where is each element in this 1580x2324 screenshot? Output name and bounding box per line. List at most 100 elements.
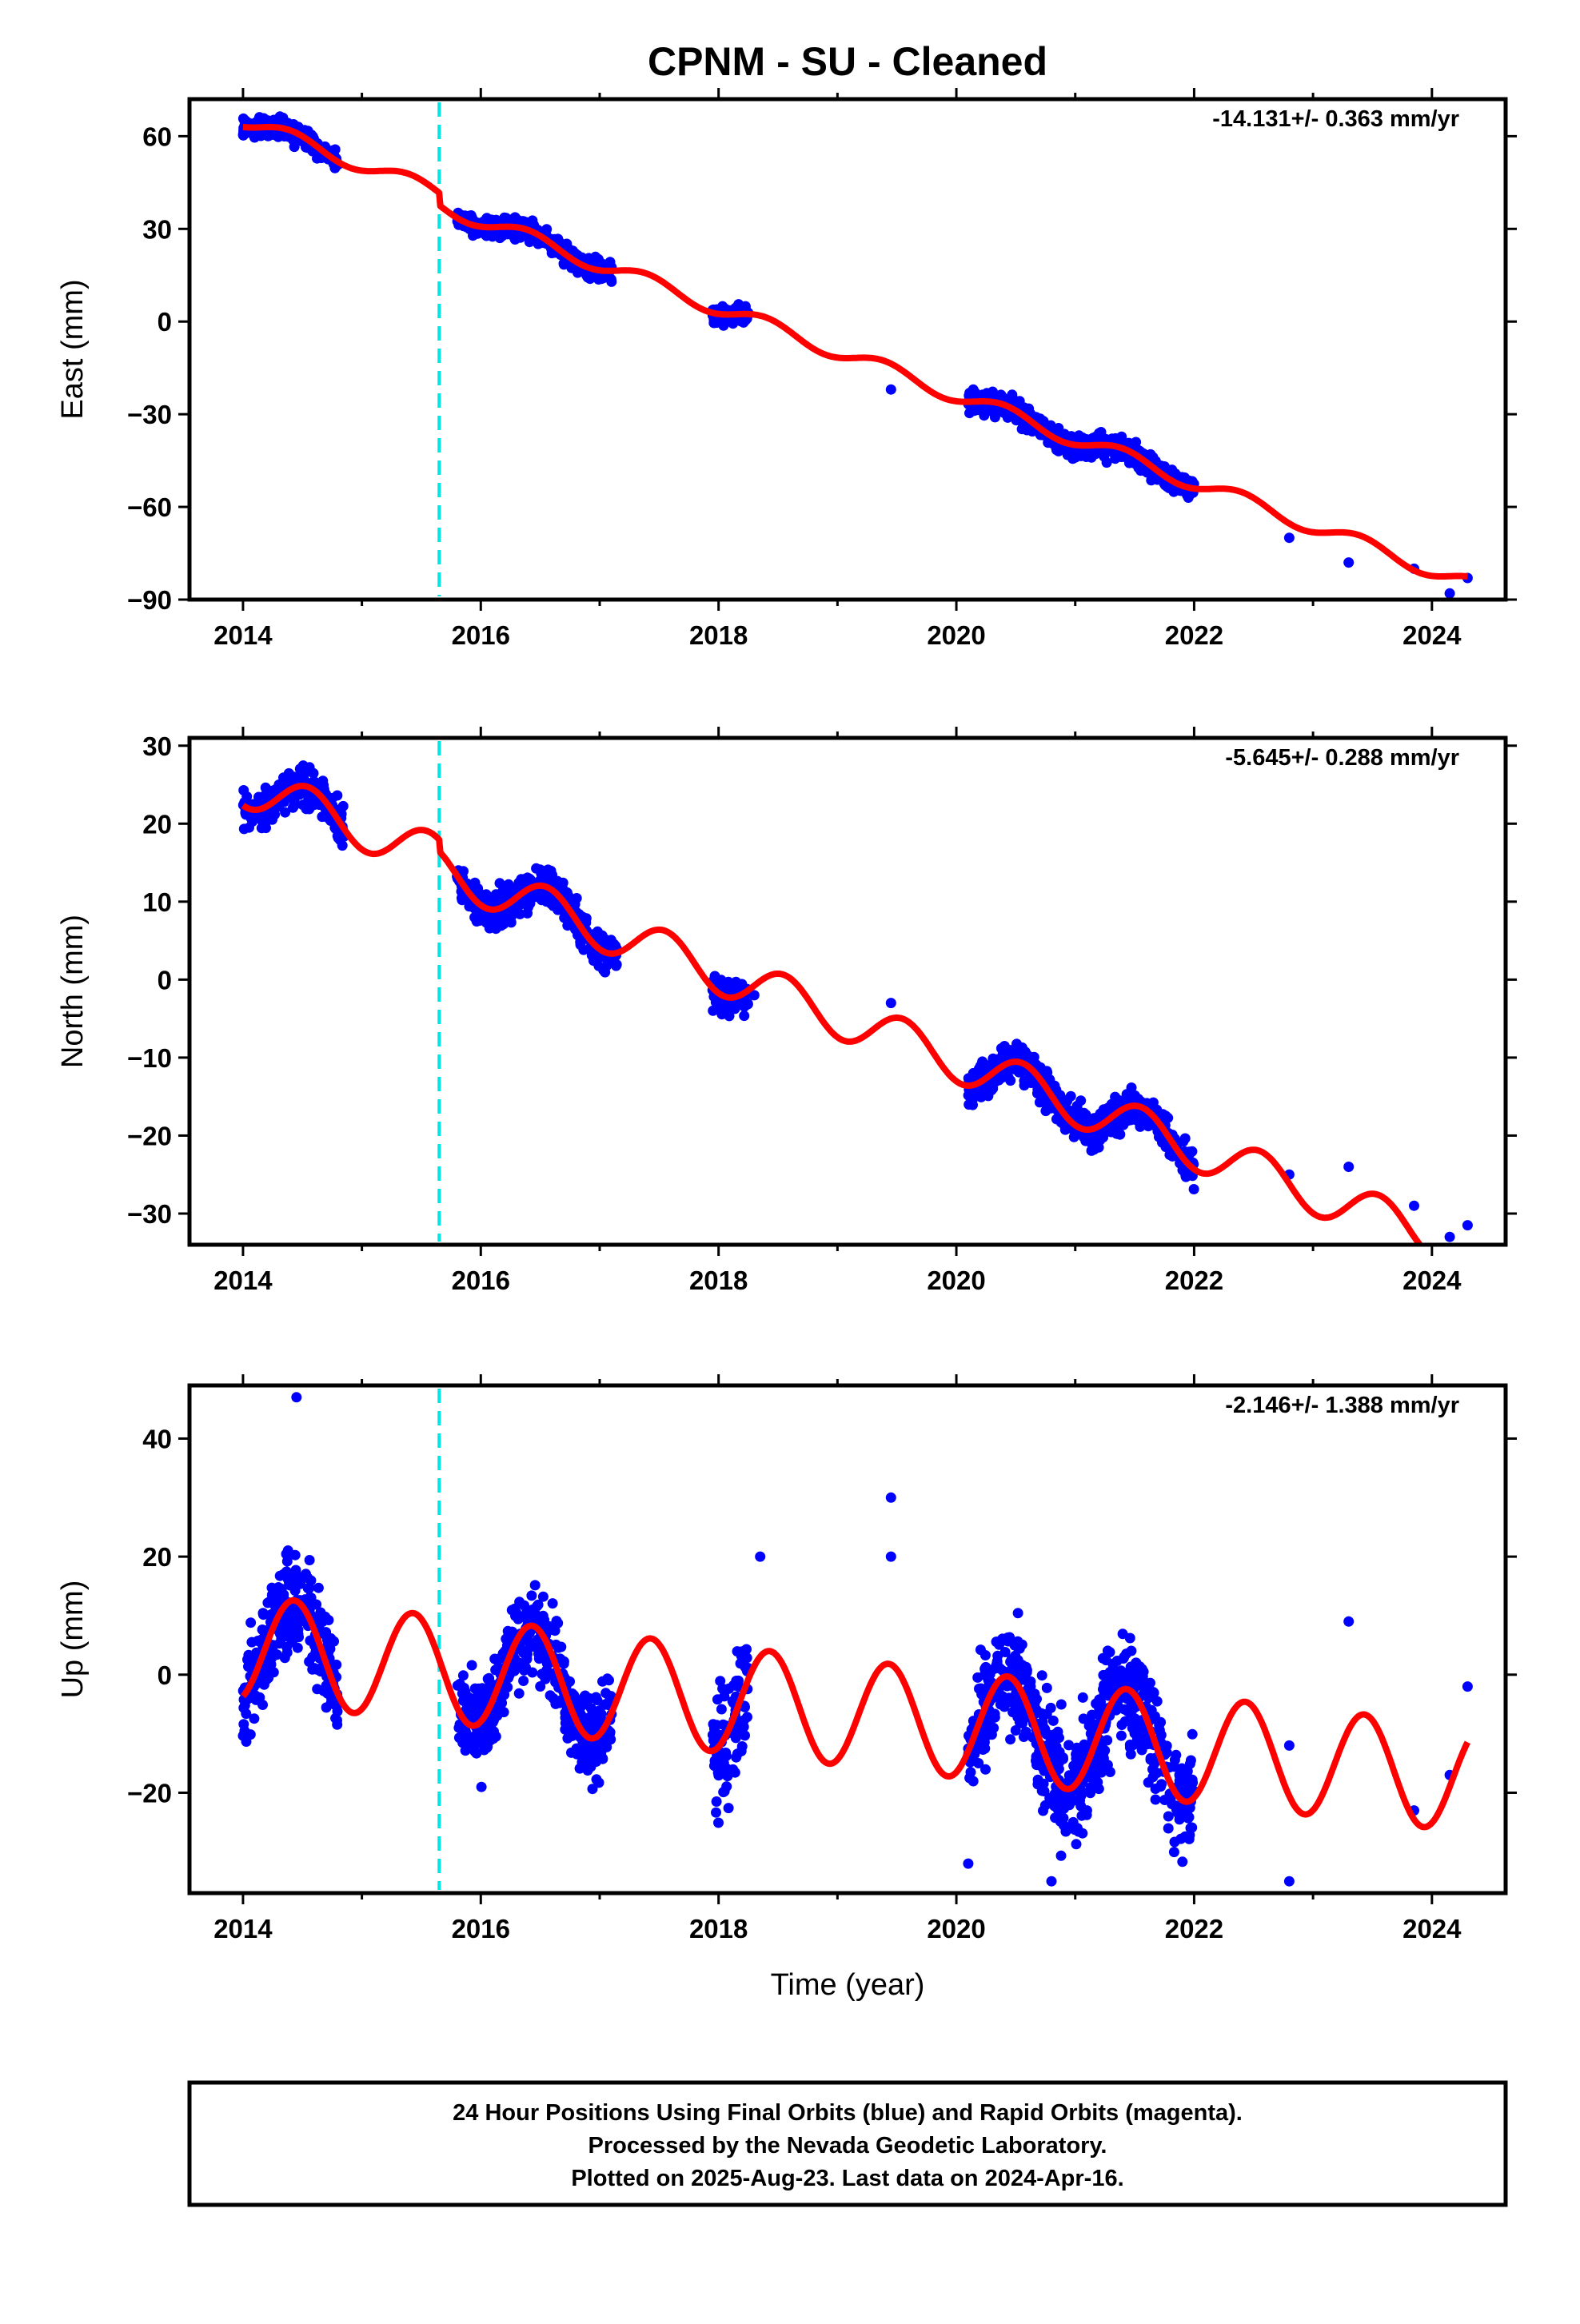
north-data-point (1143, 1121, 1154, 1132)
up-data-point (1093, 1784, 1104, 1795)
up-data-point (1163, 1823, 1174, 1834)
north-data-point (469, 877, 481, 888)
up-data-point (1179, 1804, 1191, 1815)
north-x-tick-label: 2020 (927, 1266, 985, 1295)
east-y-tick-label: −60 (127, 492, 172, 522)
up-data-point (1135, 1722, 1146, 1733)
up-data-point (980, 1650, 991, 1660)
up-data-point (1107, 1659, 1119, 1670)
up-x-tick-label: 2020 (927, 1914, 985, 1943)
up-x-tick-label: 2018 (689, 1914, 748, 1943)
north-data-point (318, 779, 329, 791)
north-data-point (281, 776, 293, 787)
up-data-point (1045, 1702, 1056, 1713)
up-data-point (1071, 1839, 1082, 1850)
up-data-point (1012, 1655, 1023, 1666)
up-data-point (496, 1698, 507, 1708)
north-data-point (1032, 1084, 1043, 1094)
up-data-point (713, 1817, 724, 1828)
up-data-point (1116, 1720, 1127, 1730)
up-data-point (1055, 1850, 1067, 1861)
up-data-point (1041, 1682, 1052, 1693)
up-data-point (1119, 1704, 1130, 1715)
up-data-point (1117, 1628, 1128, 1640)
up-data-point (593, 1777, 604, 1788)
up-data-point (529, 1580, 541, 1591)
north-x-tick-label: 2018 (689, 1266, 748, 1295)
north-data-point (1095, 1110, 1107, 1121)
up-data-point (711, 1796, 722, 1807)
north-data-point (287, 802, 298, 813)
up-data-point (519, 1600, 530, 1611)
up-data-point (1012, 1608, 1023, 1619)
north-data-point (297, 799, 309, 811)
up-data-point (286, 1635, 297, 1646)
up-data-point (1046, 1876, 1057, 1887)
up-data-point (545, 1690, 556, 1701)
up-data-point (265, 1659, 277, 1670)
up-data-point (999, 1647, 1011, 1657)
up-data-point (292, 1642, 303, 1653)
up-data-point (502, 1625, 513, 1636)
up-x-axis: 2014 2016 2018 2020 2022 2024 (213, 1374, 1462, 1943)
east-data-point (1065, 447, 1076, 458)
east-data-point (1051, 443, 1062, 454)
north-y-tick-label: −20 (127, 1121, 172, 1150)
up-data-point (246, 1636, 257, 1648)
up-data-point (1016, 1639, 1027, 1650)
up-data-point (274, 1570, 285, 1581)
east-data-point (1099, 451, 1110, 462)
north-data-point (494, 878, 505, 889)
north-data-point (608, 957, 620, 968)
north-data-point (241, 809, 251, 820)
up-data-point (1182, 1766, 1193, 1776)
up-data-point (1055, 1816, 1066, 1827)
up-x-tick-label: 2022 (1165, 1914, 1223, 1943)
up-data-point (460, 1686, 471, 1697)
east-data-point (733, 299, 744, 310)
up-data-point (587, 1784, 598, 1795)
north-x-tick-label: 2014 (213, 1266, 273, 1295)
up-frame (187, 1383, 1508, 1895)
up-data-point (1081, 1805, 1092, 1816)
figure-title: CPNM - SU - Cleaned (648, 39, 1047, 84)
up-data-point (986, 1729, 997, 1740)
up-data-point (1063, 1824, 1074, 1835)
north-data-point (1409, 1200, 1419, 1211)
north-data-point (1180, 1171, 1191, 1182)
north-data-point (748, 990, 760, 1001)
up-data-point (1183, 1833, 1195, 1844)
up-data-point (471, 1748, 482, 1759)
north-data-point (525, 875, 536, 886)
up-y-tick-label: 40 (142, 1424, 172, 1453)
up-data-point (554, 1697, 565, 1708)
up-data-point (1034, 1757, 1045, 1768)
east-data-point (573, 267, 583, 278)
up-data-point (1143, 1692, 1154, 1704)
north-data-point (885, 998, 896, 1009)
north-data-point (1043, 1101, 1054, 1111)
up-data-point (522, 1648, 533, 1660)
up-x-tick-label: 2016 (452, 1914, 510, 1943)
up-data-point (553, 1617, 564, 1628)
north-data-point (709, 971, 720, 982)
north-data-point (522, 907, 533, 919)
north-data-point (531, 863, 542, 874)
up-data-point (1059, 1803, 1070, 1814)
up-data-point (263, 1672, 274, 1684)
north-model-curve (241, 783, 1424, 1245)
up-data-point (313, 1617, 325, 1628)
up-data-point (1187, 1728, 1198, 1740)
up-data-point (1462, 1681, 1473, 1692)
up-data-point (1020, 1661, 1031, 1672)
up-x-tick-label: 2014 (213, 1914, 273, 1943)
north-data-point (1121, 1089, 1132, 1100)
north-data-point (308, 799, 319, 811)
north-data-point (1062, 1095, 1073, 1106)
east-plot-area (237, 102, 1473, 599)
footer-box (187, 2080, 1508, 2207)
east-y-tick-label: 0 (158, 307, 172, 337)
north-rate-label: -5.645+/- 0.288 mm/yr (1225, 745, 1459, 771)
up-data-point (510, 1610, 521, 1621)
up-data-point (597, 1753, 608, 1764)
